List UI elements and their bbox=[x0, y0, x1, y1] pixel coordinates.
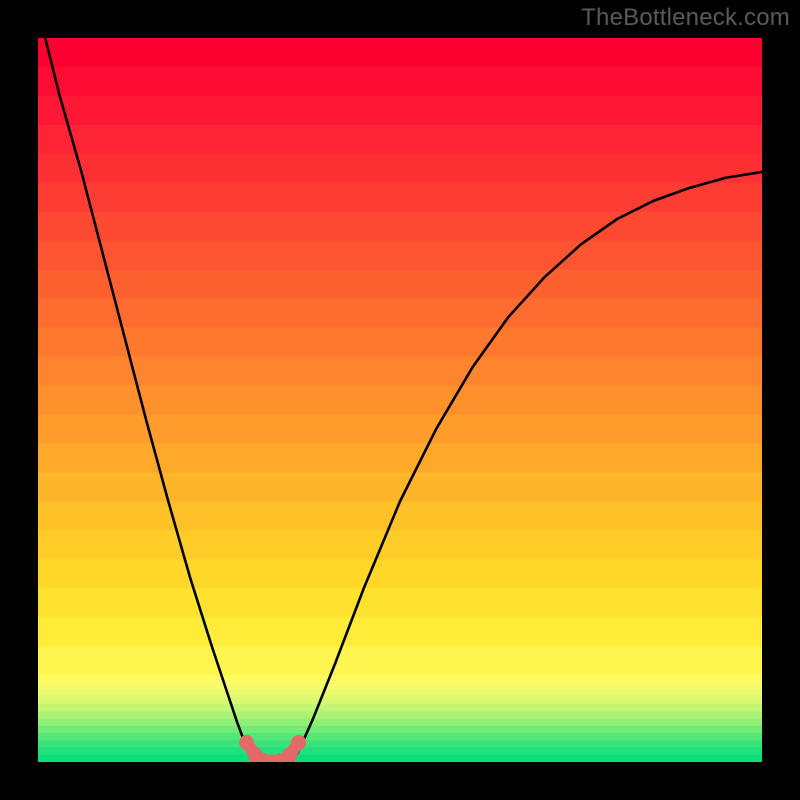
chart-container: TheBottleneck.com bbox=[0, 0, 800, 800]
watermark-text: TheBottleneck.com bbox=[581, 4, 790, 32]
bottleneck-curve-chart bbox=[38, 38, 762, 762]
chart-plot-area bbox=[38, 38, 762, 762]
